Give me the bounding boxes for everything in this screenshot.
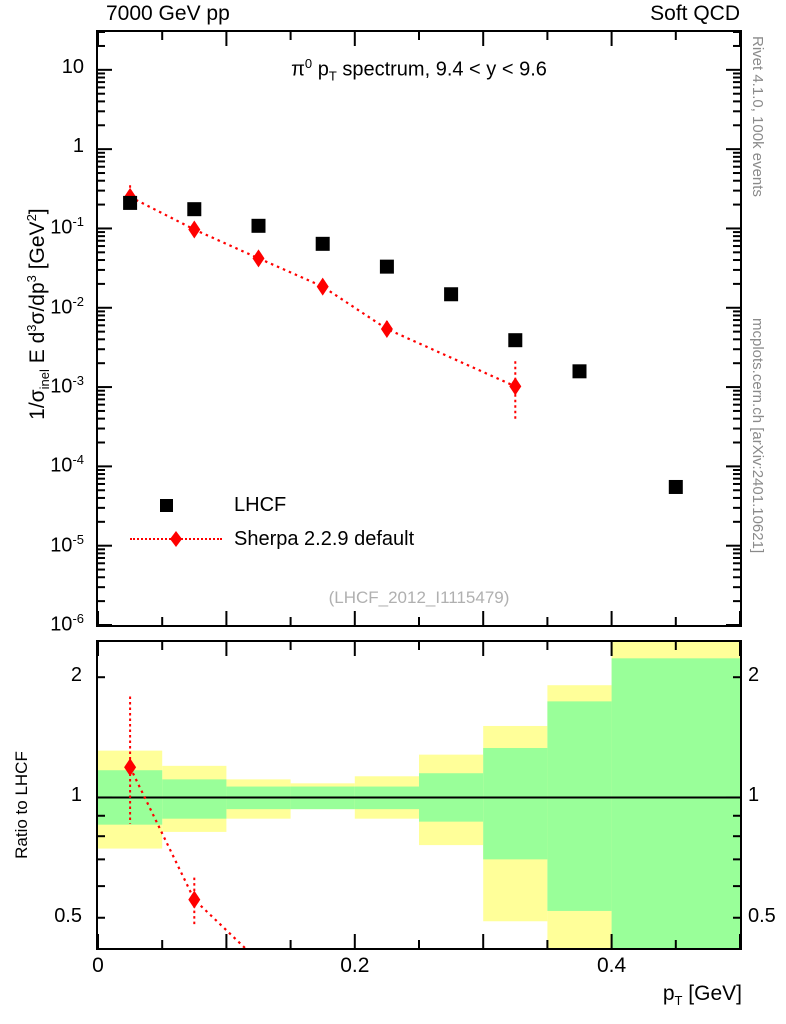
ylabel-sup-3b: 3 bbox=[23, 275, 39, 283]
sherpa-ratio-point[interactable] bbox=[124, 758, 137, 777]
ratio-y-tick-label-left: 2 bbox=[70, 664, 82, 687]
x-tick-label: 0 bbox=[92, 954, 104, 977]
title-pi-charge: 0 bbox=[304, 56, 313, 71]
sherpa-data-point[interactable] bbox=[188, 220, 201, 239]
y-axis-ticks-right bbox=[726, 676, 740, 919]
main-y-tick-label: 10-1 bbox=[50, 214, 84, 240]
ratio-plot-canvas bbox=[98, 642, 740, 948]
x-axis-ticks bbox=[98, 642, 740, 948]
legend-label-lhcf: LHCF bbox=[234, 493, 287, 516]
legend-item-lhcf[interactable]: LHCF bbox=[130, 488, 414, 522]
header-left-beam: 7000 GeV pp bbox=[106, 2, 230, 25]
y-axis-ticks-left bbox=[98, 32, 112, 625]
ratio-y-tick-label-right: 1 bbox=[748, 784, 760, 807]
main-plot-frame bbox=[96, 30, 742, 627]
rivet-version-note: Rivet 4.1.0, 100k events bbox=[749, 36, 766, 197]
header-right-process: Soft QCD bbox=[650, 2, 740, 25]
main-y-tick-label: 10-2 bbox=[50, 293, 84, 319]
main-y-tick-label: 10 bbox=[61, 55, 84, 78]
inner-band-bin bbox=[611, 658, 740, 948]
ratio-uncertainty-bands bbox=[98, 642, 740, 948]
title-pi: π bbox=[291, 58, 305, 81]
legend-label-sherpa: Sherpa 2.2.9 default bbox=[234, 527, 415, 550]
xlabel-sub-T: T bbox=[674, 993, 683, 1009]
sherpa-data-point[interactable] bbox=[252, 249, 265, 268]
y-axis-ticks-left bbox=[98, 676, 112, 919]
page-title: π0 pT spectrum, 9.4 < y < 9.6 bbox=[96, 56, 742, 84]
ratio-plot-frame bbox=[96, 640, 742, 950]
lhcf-data-point[interactable] bbox=[251, 218, 266, 233]
lhcf-data-point[interactable] bbox=[508, 333, 523, 348]
ratio-y-tick-label-right: 2 bbox=[748, 664, 760, 687]
main-y-tick-label: 10-4 bbox=[50, 452, 84, 478]
ratio-y-tick-label-left: 1 bbox=[70, 784, 82, 807]
ylabel-part-b: E d bbox=[25, 331, 49, 370]
sherpa-line bbox=[129, 195, 516, 388]
lhcf-data-point[interactable] bbox=[444, 287, 459, 302]
title-tail: spectrum, 9.4 < y < 9.6 bbox=[336, 58, 547, 81]
sherpa-data-point[interactable] bbox=[509, 377, 522, 396]
x-tick-label: 0.4 bbox=[596, 954, 627, 977]
main-y-tick-label: 1 bbox=[72, 135, 84, 158]
square-marker-icon bbox=[160, 499, 173, 512]
xlabel-p: p bbox=[662, 982, 675, 1005]
inner-band-bin bbox=[483, 747, 548, 860]
mcplots-reference-note: mcplots.cern.ch [arXiv:2401.10621] bbox=[749, 318, 766, 554]
title-pt: p bbox=[312, 58, 329, 81]
sherpa-ratio-point[interactable] bbox=[188, 890, 201, 909]
x-axis-label: pT [GeV] bbox=[663, 982, 742, 1008]
lhcf-data-point[interactable] bbox=[187, 202, 202, 217]
x-tick-label: 0.2 bbox=[340, 954, 370, 977]
legend-key-diamond bbox=[130, 529, 226, 549]
lhcf-data-point[interactable] bbox=[315, 236, 330, 251]
lhcf-data-point[interactable] bbox=[379, 259, 394, 274]
lhcf-data-point[interactable] bbox=[123, 195, 138, 210]
lhcf-data-point[interactable] bbox=[572, 364, 587, 379]
sherpa-data-point[interactable] bbox=[380, 319, 393, 338]
ratio-y-tick-label-right: 0.5 bbox=[748, 904, 776, 927]
y-axis-ticks-right bbox=[726, 32, 740, 625]
main-plot-canvas bbox=[98, 32, 740, 625]
main-y-tick-label: 10-6 bbox=[50, 611, 84, 636]
xlabel-unit: [GeV] bbox=[682, 982, 742, 1005]
legend-item-sherpa[interactable]: Sherpa 2.2.9 default bbox=[130, 522, 414, 556]
main-y-tick-label: 10-3 bbox=[50, 373, 84, 398]
diamond-marker-icon bbox=[170, 531, 182, 547]
ylabel-sup-3a: 3 bbox=[23, 324, 39, 332]
sherpa-ratio-line bbox=[129, 766, 247, 948]
inner-band-bin bbox=[547, 701, 612, 911]
sherpa-data-point[interactable] bbox=[316, 277, 329, 296]
inner-band-bin bbox=[162, 779, 227, 819]
title-pt-sub: T bbox=[328, 68, 337, 84]
main-y-tick-label: 10-5 bbox=[50, 531, 84, 557]
lhcf-data-point[interactable] bbox=[668, 479, 683, 494]
ratio-y-tick-label-left: 0.5 bbox=[54, 904, 82, 927]
legend-key-square bbox=[130, 495, 226, 515]
legend: LHCF Sherpa 2.2.9 default bbox=[130, 488, 414, 556]
x-axis-ticks bbox=[98, 32, 740, 625]
ylabel-part-e: ] bbox=[25, 208, 49, 215]
analysis-id-watermark: (LHCF_2012_I1115479) bbox=[328, 588, 510, 607]
